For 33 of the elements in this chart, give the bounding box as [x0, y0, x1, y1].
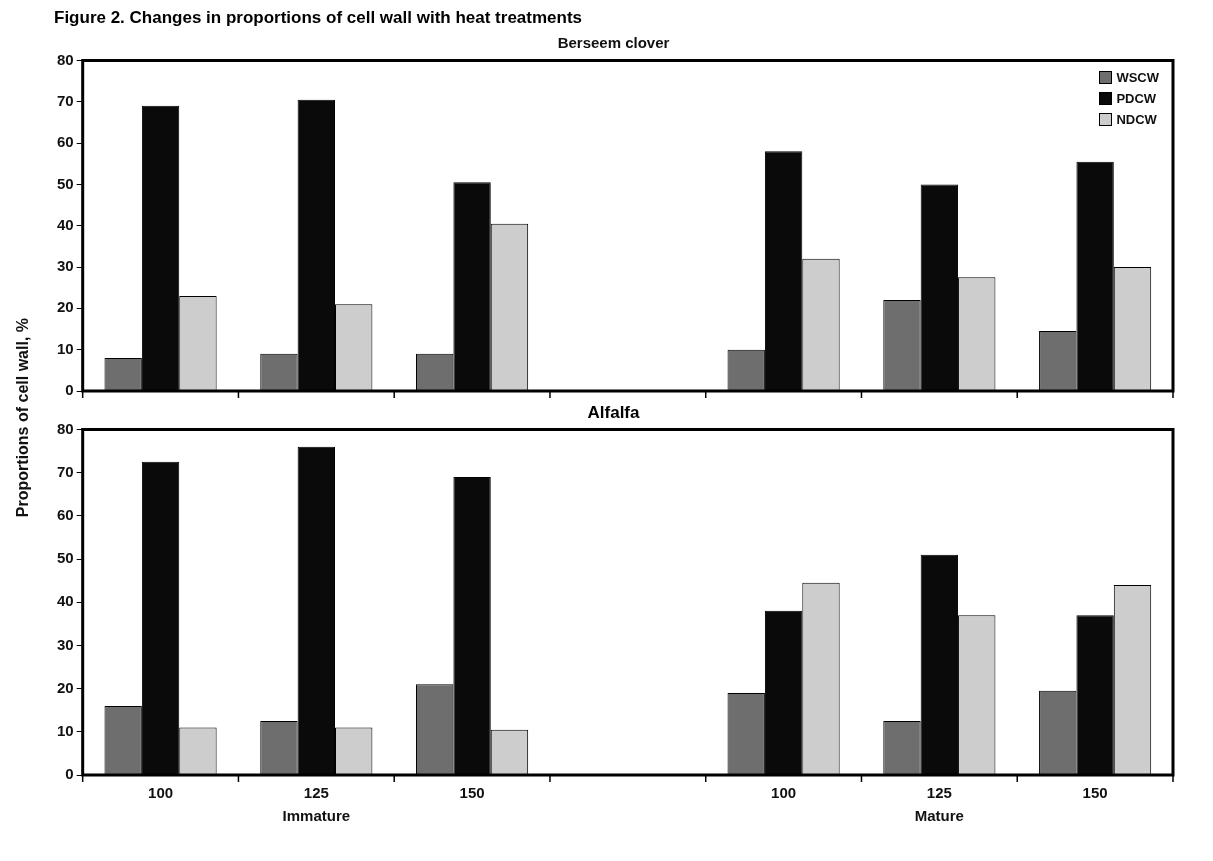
y-tick-label: 0	[65, 765, 74, 783]
y-tick-label: 80	[57, 419, 74, 437]
y-tick-label: 50	[57, 549, 74, 567]
chart-title: Alfalfa	[587, 402, 641, 422]
text: Mature	[914, 806, 964, 824]
chart-subtitle: Berseem clover	[557, 33, 670, 51]
legend-label: WSCW	[1116, 70, 1159, 86]
y-tick-label: 40	[57, 215, 74, 233]
y-axis-title: Proportions of cell wall, %	[14, 318, 32, 518]
x-tick-label: 125	[303, 784, 329, 802]
y-tick-label: 10	[57, 721, 74, 739]
x-tick-label: 150	[459, 784, 485, 802]
x-tick-label: 125	[926, 784, 952, 802]
y-tick-label: 60	[57, 133, 74, 151]
y-tick-label: 70	[57, 462, 74, 480]
legend-label: NDCW	[1116, 112, 1157, 128]
x-tick-label: 150	[1082, 784, 1108, 802]
y-tick-label: 30	[57, 257, 74, 275]
y-tick-label: 10	[57, 339, 74, 357]
x-tick-label: 100	[771, 784, 797, 802]
y-tick-label: 50	[57, 174, 74, 192]
y-tick-label: 30	[57, 635, 74, 653]
y-tick-label: 40	[57, 592, 74, 610]
y-tick-label: 80	[57, 50, 74, 68]
y-tick-label: 60	[57, 505, 74, 523]
y-tick-label: 70	[57, 91, 74, 109]
text: Immature	[282, 806, 351, 824]
chart-title: Figure 2. Changes in proportions of cell wall with heat treatments	[54, 7, 583, 27]
x-tick-label: 100	[148, 784, 174, 802]
y-tick-label: 20	[57, 298, 74, 316]
legend-label: PDCW	[1116, 91, 1157, 107]
y-tick-label: 0	[65, 381, 74, 399]
y-tick-label: 20	[57, 678, 74, 696]
